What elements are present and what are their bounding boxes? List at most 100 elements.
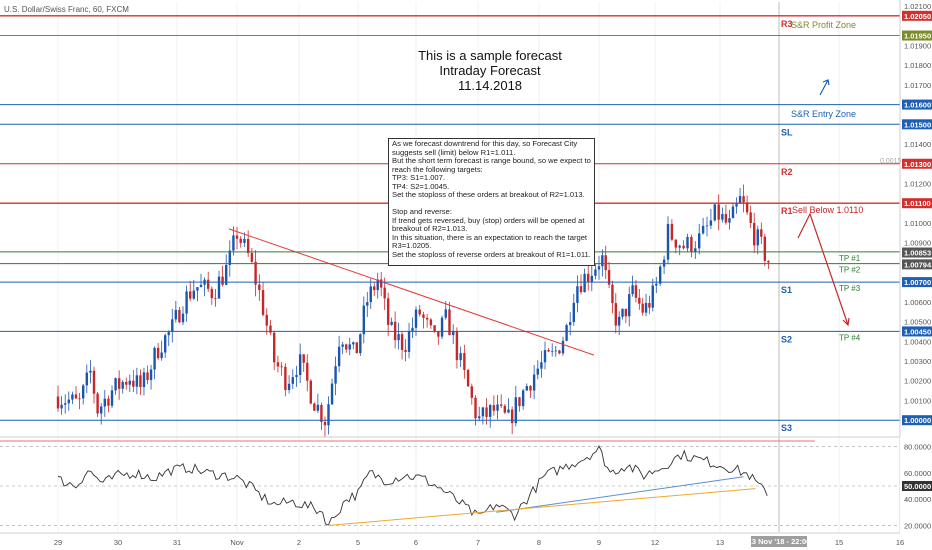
price-tag-bg (902, 247, 932, 258)
candle-body (250, 252, 254, 262)
candle-body (404, 349, 407, 352)
price-tick-label: 1.00100 (904, 396, 931, 405)
candle-body (110, 390, 114, 406)
target-label: TP #2 (839, 266, 861, 275)
candle-body (214, 298, 217, 299)
candle-body (67, 399, 70, 404)
candle-body (125, 381, 128, 385)
candle-body (532, 374, 536, 391)
candle-body (411, 327, 414, 332)
candle-body (114, 378, 117, 391)
candle-body (243, 239, 246, 243)
candle-body (313, 403, 316, 411)
candle-body (499, 404, 503, 406)
candle-body (701, 225, 705, 234)
price-tag-bg (902, 10, 932, 21)
price-tick-label: 1.02050 (904, 12, 931, 21)
entry-zone-label: S&R Entry Zone (791, 109, 856, 119)
time-tick-label: 12 (651, 538, 659, 547)
candle-body (373, 286, 376, 291)
candle-body (228, 250, 231, 265)
rsi-trend-orange (328, 488, 756, 526)
candle-body (583, 273, 586, 293)
candle-body (107, 398, 110, 406)
price-tick-label: 1.01400 (904, 140, 931, 149)
candle-body (64, 403, 67, 405)
price-tick-label: 1.01600 (904, 101, 931, 110)
rsi-panel (0, 436, 900, 526)
time-tick-label: 13 (716, 538, 724, 547)
candle-body (397, 334, 400, 341)
candle-body (628, 294, 631, 317)
candle-body (295, 375, 298, 378)
candle-body (89, 370, 92, 373)
candle-body (287, 383, 291, 390)
candle-body (117, 378, 121, 389)
candle-body (756, 229, 759, 246)
candle-body (320, 404, 323, 422)
candle-body (348, 344, 351, 350)
candle-body (724, 213, 728, 223)
candle-body (345, 344, 348, 350)
candle-body (153, 347, 156, 370)
candle-body (192, 290, 195, 299)
candle-body (327, 404, 330, 426)
level-label: S3 (781, 423, 792, 433)
sell-below-label: Sell Below 1.0110 (792, 205, 863, 215)
candle-body (189, 291, 192, 299)
candle-body (265, 314, 268, 326)
candle-body (273, 332, 276, 363)
candle-body (355, 342, 359, 354)
candle-body (760, 229, 763, 237)
candle-body (648, 302, 651, 308)
candle-body (341, 344, 344, 347)
candle-body (644, 302, 648, 313)
candle-body (470, 386, 473, 398)
candle-body (510, 409, 514, 424)
candle-body (337, 346, 341, 367)
candle-body (496, 404, 499, 411)
candle-body (611, 284, 614, 304)
candle-body (551, 350, 554, 352)
candle-body (543, 350, 547, 363)
price-tick-label: 1.00200 (904, 377, 931, 386)
candle-body (181, 313, 185, 323)
price-tick-label: 1.01950 (904, 32, 931, 41)
candle-body (437, 331, 440, 337)
title-line-3: 11.14.2018 (458, 78, 522, 93)
candle-body (306, 362, 309, 381)
level-label: S1 (781, 285, 792, 295)
candle-body (82, 385, 85, 399)
price-tick-label: 1.01500 (904, 120, 931, 129)
candle-body (503, 405, 507, 413)
candle-body (705, 225, 709, 227)
candle-body (753, 223, 756, 246)
candle-body (261, 290, 265, 315)
candle-body (221, 276, 224, 285)
candle-body (444, 309, 447, 318)
candle-body (174, 309, 178, 320)
candle-body (440, 317, 444, 337)
candle-body (617, 316, 621, 326)
candle-body (254, 261, 257, 285)
price-tick-label: 1.01700 (904, 81, 931, 90)
candle-body (246, 239, 250, 253)
candle-body (525, 386, 528, 391)
candle-body (60, 404, 63, 409)
candle-body (738, 196, 742, 204)
candle-body (731, 206, 735, 219)
candle-body (659, 266, 662, 284)
candle-body (507, 409, 510, 413)
candle-body (717, 204, 720, 220)
time-axis[interactable]: 293031Nov256789121314151613 Nov '18 - 22… (0, 532, 904, 547)
price-tick-label: 1.00450 (904, 327, 931, 336)
candle-body (561, 340, 565, 354)
candle-body (185, 291, 188, 314)
time-tick-label: 29 (54, 538, 62, 547)
candle-body (735, 203, 738, 207)
candle-body (369, 286, 372, 303)
candle-body (463, 353, 466, 370)
candle-body (407, 331, 411, 352)
